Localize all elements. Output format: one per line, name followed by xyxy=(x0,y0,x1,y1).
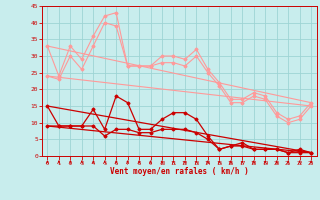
X-axis label: Vent moyen/en rafales ( km/h ): Vent moyen/en rafales ( km/h ) xyxy=(110,167,249,176)
